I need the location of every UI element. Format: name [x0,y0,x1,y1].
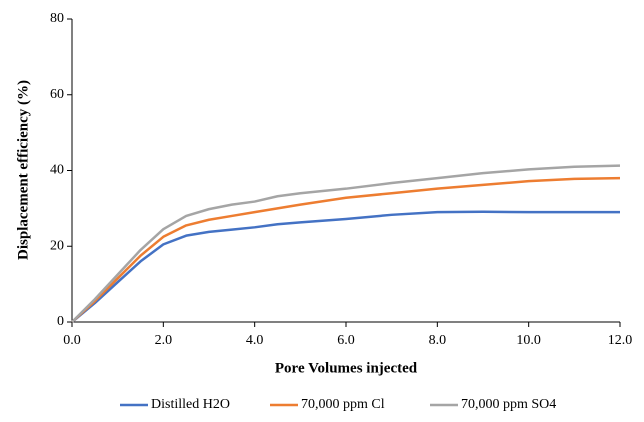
y-tick-label: 40 [50,163,64,178]
y-tick-label: 80 [50,11,64,26]
legend-label: 70,000 ppm Cl [301,397,385,412]
y-tick-label: 20 [50,238,64,253]
series-line [71,164,621,323]
x-tick-label: 8.0 [429,333,447,348]
x-tick-label: 2.0 [155,333,173,348]
x-tick-label: 0.0 [63,333,81,348]
legend-label: 70,000 ppm SO4 [461,397,556,412]
y-tick-label: 60 [50,87,64,102]
x-tick-label: 4.0 [246,333,264,348]
x-tick-label: 10.0 [516,333,541,348]
y-tick-label: 0 [57,314,64,329]
x-tick-label: 6.0 [337,333,355,348]
x-tick-label: 12.0 [608,333,633,348]
x-axis-title: Pore Volumes injected [275,360,418,376]
series-line [71,176,621,323]
series-line [71,210,620,323]
y-axis-title: Displacement efficiency (%) [15,80,31,260]
legend-label: Distilled H2O [151,397,230,412]
